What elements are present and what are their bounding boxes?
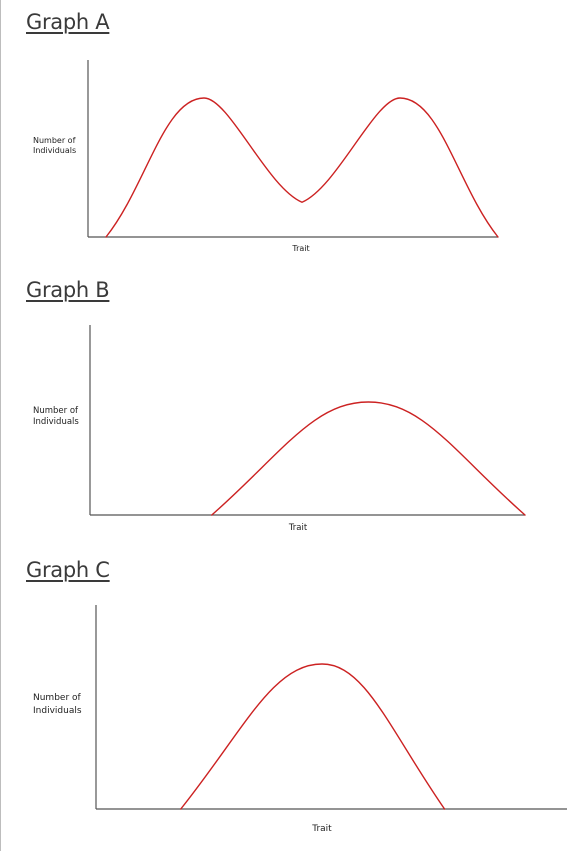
graph-c-ylabel-line-2: Individuals <box>33 706 82 716</box>
graph-a-ylabel-line-1: Number of <box>33 136 76 145</box>
graph-b-curve <box>211 401 526 516</box>
graph-b-ylabel: Number of Individuals <box>33 406 81 427</box>
graph-c-xlabel: Trait <box>311 824 332 834</box>
graph-b-ylabel-line-2: Individuals <box>33 417 79 427</box>
graph-c-title: Graph C <box>26 558 110 582</box>
graph-a-curve <box>105 97 499 238</box>
graph-a-title: Graph A <box>26 10 110 34</box>
graph-a-xlabel: Trait <box>291 244 309 253</box>
graph-c-ylabel-line-1: Number of <box>33 693 82 703</box>
graph-b-ylabel-line-1: Number of <box>33 406 79 416</box>
graph-a-chart: Number of Individuals Trait <box>33 60 499 253</box>
graph-c-chart: Number of Individuals Trait <box>33 605 567 834</box>
graph-a-ylabel: Number of Individuals <box>33 136 78 155</box>
graph-b-title: Graph B <box>26 278 110 302</box>
graph-b-chart: Number of Individuals Trait <box>33 325 526 533</box>
graph-a-ylabel-line-2: Individuals <box>33 146 76 155</box>
graph-c-ylabel: Number of Individuals <box>33 693 84 716</box>
graph-c-curve <box>180 663 446 810</box>
page-left-border <box>0 0 1 851</box>
graph-b-xlabel: Trait <box>288 523 308 533</box>
